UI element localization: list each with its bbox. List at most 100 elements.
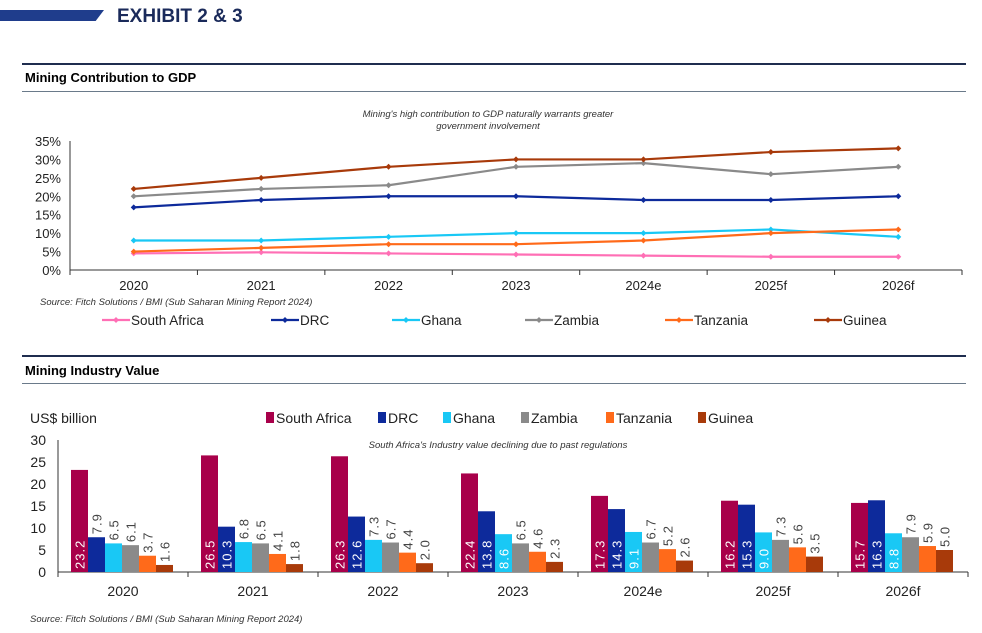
- x-tick-label: 2024e: [624, 583, 663, 599]
- legend-label: Ghana: [453, 410, 495, 426]
- x-tick-label: 2025f: [755, 583, 790, 599]
- bar: [512, 543, 529, 572]
- chart-source: Source: Fitch Solutions / BMI (Sub Sahar…: [40, 297, 312, 308]
- legend-swatch: [378, 412, 386, 423]
- y-tick-label: 30%: [35, 152, 61, 167]
- data-point: [895, 226, 902, 233]
- bar: [461, 473, 478, 572]
- x-tick-label: 2026f: [882, 278, 915, 293]
- data-label: 5.6: [791, 523, 806, 544]
- x-tick-label: 2020: [119, 278, 148, 293]
- header-accent-bar: [0, 10, 104, 21]
- bar: [478, 511, 495, 572]
- data-label: 16.3: [870, 540, 885, 569]
- bar: [676, 560, 693, 572]
- bar: [902, 537, 919, 572]
- data-label: 6.1: [124, 521, 139, 542]
- page-title: EXHIBIT 2 & 3: [117, 6, 243, 27]
- data-label: 7.9: [90, 513, 105, 534]
- data-label: 23.2: [73, 540, 88, 569]
- data-label: 7.3: [774, 516, 789, 537]
- bar: [851, 502, 868, 572]
- legend-marker: [676, 317, 682, 323]
- data-point: [130, 248, 137, 255]
- bar: [642, 542, 659, 572]
- legend-swatch: [606, 412, 614, 423]
- y-tick-label: 15: [30, 498, 46, 514]
- y-tick-label: 5%: [42, 245, 61, 260]
- section-divider: [22, 383, 966, 384]
- data-label: 6.7: [644, 518, 659, 539]
- data-point: [640, 160, 647, 167]
- data-point: [513, 156, 519, 163]
- legend-label: Guinea: [708, 410, 753, 426]
- chart-source: Source: Fitch Solutions / BMI (Sub Sahar…: [30, 614, 302, 625]
- bar: [755, 532, 772, 572]
- bar: [331, 456, 348, 572]
- data-point: [767, 253, 774, 260]
- legend-label: South Africa: [131, 313, 204, 328]
- section-title-value: Mining Industry Value: [25, 363, 160, 378]
- y-tick-label: 15%: [35, 208, 61, 223]
- data-point: [513, 241, 519, 248]
- bar: [772, 539, 789, 572]
- bar-chart-industry-value: US$ billion South Africa DRC Ghana Zambia Tan…: [30, 410, 969, 625]
- data-label: 6.5: [107, 519, 122, 540]
- legend-marker: [825, 317, 831, 323]
- x-tick-label: 2021: [247, 278, 276, 293]
- legend-swatch: [521, 412, 529, 423]
- section-divider: [22, 63, 966, 65]
- bar: [789, 547, 806, 572]
- data-label: 15.7: [853, 540, 868, 569]
- bar: [885, 533, 902, 572]
- bar: [71, 469, 88, 572]
- legend-label: DRC: [300, 313, 329, 328]
- x-tick-label: 2022: [367, 583, 398, 599]
- legend-label: Tanzania: [616, 410, 672, 426]
- data-label: 9.1: [627, 548, 642, 569]
- data-point: [895, 145, 902, 152]
- data-label: 3.5: [808, 533, 823, 554]
- bar: [659, 549, 676, 572]
- data-point: [258, 237, 265, 244]
- bar: [625, 531, 642, 572]
- bar: [235, 542, 252, 572]
- legend-marker: [282, 317, 288, 323]
- section-title-gdp: Mining Contribution to GDP: [25, 70, 197, 85]
- data-label: 2.0: [418, 539, 433, 560]
- y-tick-label: 10%: [35, 226, 61, 241]
- y-tick-label: 25: [30, 454, 46, 470]
- section-divider: [22, 91, 966, 92]
- legend-swatch: [698, 412, 706, 423]
- y-axis-title: US$ billion: [30, 410, 97, 426]
- data-label: 22.4: [463, 540, 478, 569]
- bar: [105, 543, 122, 572]
- data-point: [258, 196, 265, 203]
- data-label: 6.8: [237, 518, 252, 539]
- data-label: 7.3: [367, 516, 382, 537]
- data-point: [767, 226, 774, 233]
- data-label: 6.5: [514, 519, 529, 540]
- x-tick-label: 2024e: [625, 278, 661, 293]
- data-label: 4.1: [271, 530, 286, 551]
- bar: [122, 545, 139, 572]
- data-point: [640, 230, 647, 237]
- data-point: [513, 163, 519, 170]
- data-point: [385, 241, 392, 248]
- bar: [201, 455, 218, 572]
- x-tick-label: 2026f: [885, 583, 920, 599]
- data-label: 8.8: [887, 548, 902, 569]
- bar: [88, 537, 105, 572]
- data-label: 2.6: [678, 536, 693, 557]
- legend-marker: [536, 317, 542, 323]
- data-label: 3.7: [141, 532, 156, 553]
- line-chart-gdp: Mining's high contribution to GDP natura…: [35, 109, 963, 328]
- legend-label: South Africa: [276, 410, 352, 426]
- data-point: [513, 230, 519, 237]
- data-point: [895, 253, 902, 260]
- bar: [348, 516, 365, 572]
- bar: [591, 495, 608, 572]
- bar: [495, 534, 512, 572]
- data-point: [767, 196, 774, 203]
- x-tick-label: 2025f: [755, 278, 788, 293]
